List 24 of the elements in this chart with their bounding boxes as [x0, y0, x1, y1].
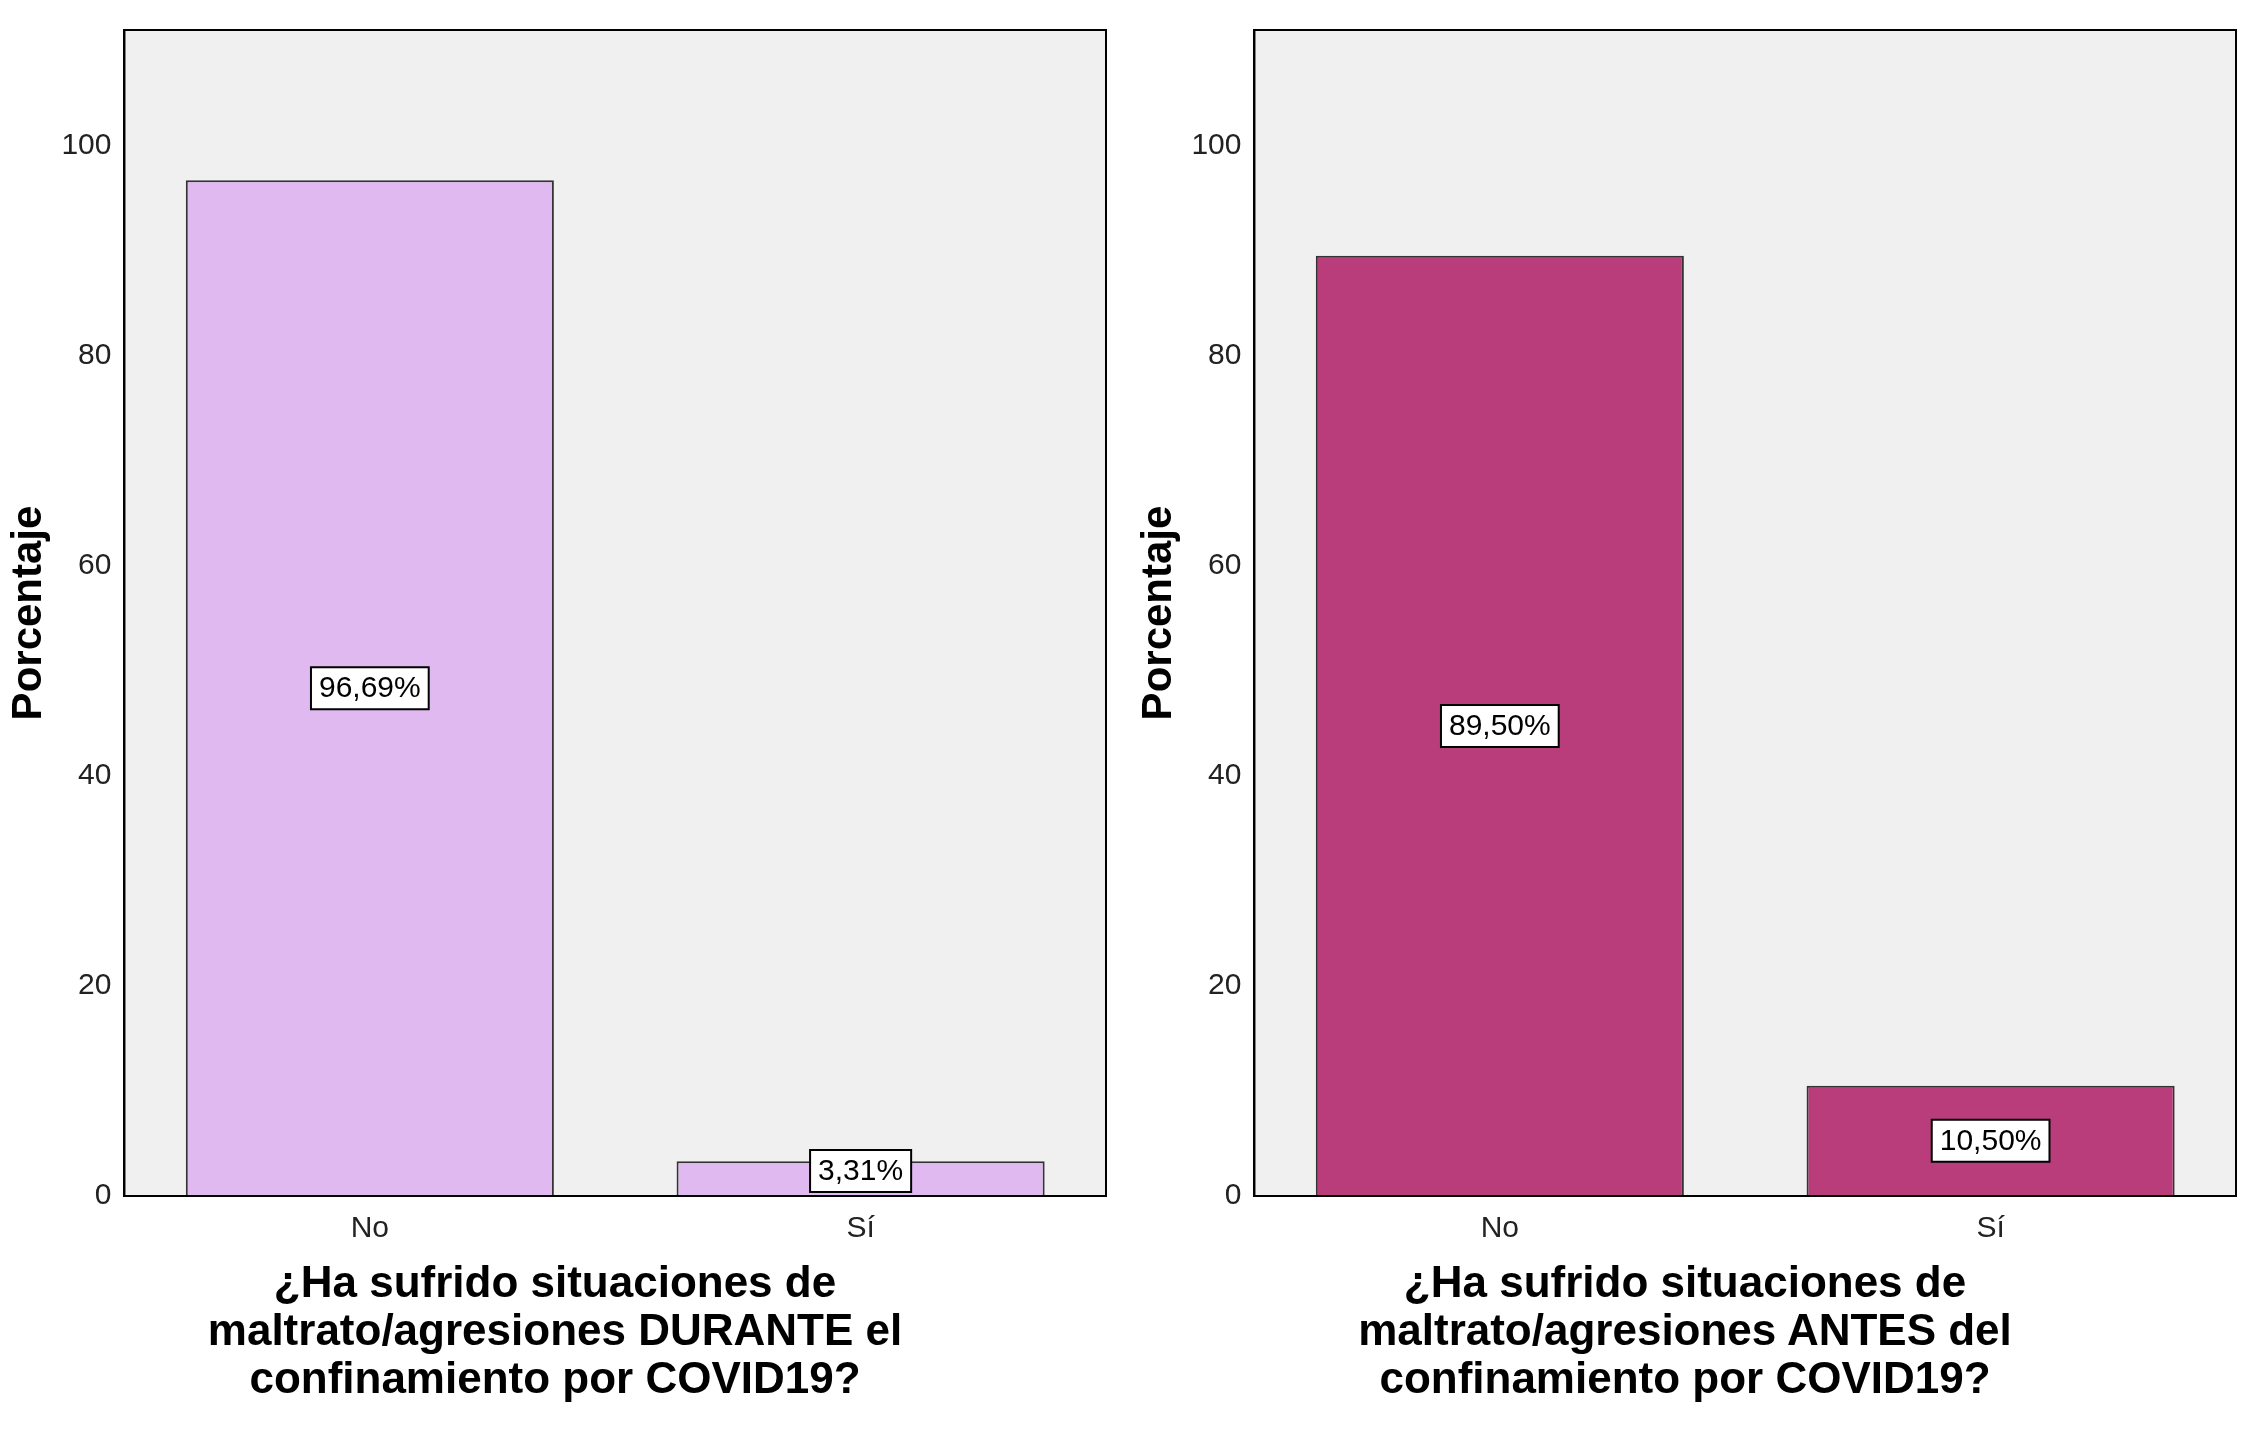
x-axis-title: ¿Ha sufrido situaciones de maltrato/agresiones DURANTE el confinamiento por COVID19? [206, 1257, 904, 1402]
y-tick-label: 0 [1224, 1177, 1242, 1211]
x-tick-label: No [1480, 1210, 1520, 1244]
data-label: 89,50% [1448, 708, 1551, 742]
y-tick-label: 20 [78, 967, 112, 1001]
y-axis-title: Porcentaje [2, 505, 50, 721]
y-tick-label: 100 [1191, 126, 1242, 160]
y-tick-label: 20 [1208, 967, 1242, 1001]
y-tick-label: 40 [78, 757, 112, 791]
y-tick-label: 80 [78, 336, 112, 370]
x-tick-label: Sí [846, 1210, 876, 1244]
data-label: 10,50% [1939, 1123, 2042, 1157]
y-tick-label: 60 [1208, 547, 1242, 580]
y-tick-label: 0 [94, 1177, 112, 1211]
data-label: 96,69% [318, 670, 421, 704]
x-axis-title: ¿Ha sufrido situaciones de maltrato/agresiones ANTES del confinamiento por COVID19? [1357, 1257, 2013, 1402]
x-tick-label: Sí [1976, 1210, 2006, 1244]
y-tick-label: 60 [78, 547, 112, 580]
y-axis-title: Porcentaje [1132, 505, 1180, 721]
y-tick-label: 40 [1208, 757, 1242, 791]
x-tick-label: No [350, 1210, 390, 1244]
y-tick-label: 100 [61, 126, 112, 160]
data-label: 3,31% [818, 1153, 904, 1187]
y-tick-label: 80 [1208, 336, 1242, 370]
